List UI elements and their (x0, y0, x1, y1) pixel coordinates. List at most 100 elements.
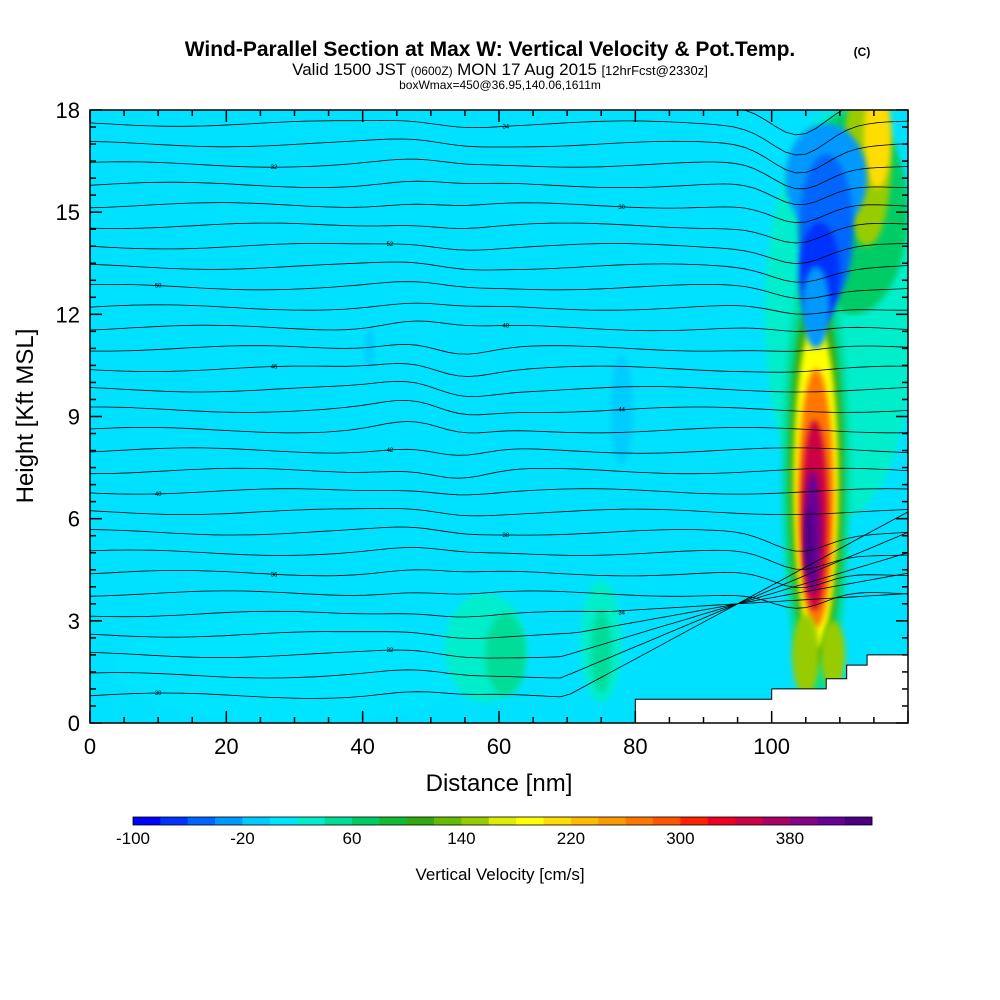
y-tick-label: 0 (68, 711, 80, 736)
colorbar-swatch (625, 817, 654, 825)
w-region (805, 508, 814, 577)
colorbar-swatch (297, 817, 325, 825)
y-tick-label: 3 (68, 609, 80, 634)
colorbar-swatch (434, 817, 462, 825)
theta-contour-label: 52 (387, 242, 394, 248)
colorbar-frame (132, 816, 873, 826)
chart-subtitle: Valid 1500 JST (0600Z) MON 17 Aug 2015 [… (292, 60, 708, 79)
colorbar-swatch (187, 817, 216, 825)
theta-contour-line (742, 110, 844, 136)
colorbar-tick-label: -100 (116, 829, 150, 848)
colorbar-tick-label: 220 (557, 829, 585, 848)
colorbar-label: Vertical Velocity [cm/s] (415, 865, 584, 884)
theta-contour-line (90, 320, 908, 332)
theta-contour-label: 40 (155, 492, 162, 498)
theta-contour-label: 32 (271, 165, 278, 171)
colorbar-swatch (133, 817, 161, 825)
colorbar-swatch (653, 817, 681, 825)
colorbar-swatch (379, 817, 407, 825)
theta-contour-line (90, 569, 908, 588)
w-region (485, 614, 527, 696)
theta-contour-label: 32 (387, 648, 394, 654)
theta-contour-line (90, 363, 908, 377)
colorbar-swatch (762, 817, 791, 825)
colorbar-swatch (570, 817, 599, 825)
y-tick-label: 6 (68, 507, 80, 532)
theta-contour-label: 44 (618, 408, 625, 414)
theta-contour-line (90, 158, 908, 190)
x-tick-label: 100 (753, 734, 790, 759)
theta-contour-line (90, 120, 908, 156)
theta-contour-line (90, 202, 908, 224)
theta-contour-line (90, 447, 908, 456)
colorbar-swatch (543, 817, 572, 825)
theta-contour-line (90, 421, 908, 434)
colorbar-swatch (406, 817, 435, 825)
colorbar: -100 -20 60 140 220 300 380 (116, 816, 873, 848)
colorbar-swatch (598, 817, 626, 825)
theta-contour-line (90, 343, 908, 355)
colorbar-swatch (461, 817, 490, 825)
theta-contour-line (90, 380, 908, 398)
colorbar-swatch (242, 817, 271, 825)
colorbar-swatch (324, 817, 353, 825)
colorbar-swatch (789, 817, 818, 825)
x-axis-label: Distance [nm] (426, 770, 573, 797)
theta-contour-label: 46 (271, 365, 278, 371)
theta-contours: 30 32 34 36 38 40 42 44 46 48 50 52 30 32 34 (90, 110, 908, 699)
x-tick-label: 80 (623, 734, 647, 759)
colorbar-tick-label: 300 (666, 829, 694, 848)
colorbar-swatch (516, 817, 544, 825)
theta-contour-line (90, 261, 908, 283)
w-region (792, 614, 820, 696)
theta-contour-label: 30 (155, 691, 162, 697)
colorbar-tick-label: 60 (343, 829, 362, 848)
theta-contour-line (90, 302, 908, 315)
plot-area: 30 32 34 36 38 40 42 44 46 48 50 52 30 32 34 (90, 110, 908, 723)
theta-contour-line (90, 281, 908, 300)
w-region (364, 327, 375, 369)
theta-contour-line (90, 511, 908, 699)
colorbar-swatch (735, 817, 763, 825)
colorbar-swatch (488, 817, 517, 825)
y-tick-label: 12 (56, 302, 80, 327)
x-tick-label: 20 (214, 734, 238, 759)
colorbar-swatch (269, 817, 298, 825)
y-tick-label: 9 (68, 405, 80, 430)
theta-contour-line (90, 467, 908, 479)
theta-contour-label: 42 (387, 448, 394, 454)
theta-contour-line (90, 507, 908, 517)
colorbar-tick-label: 380 (776, 829, 804, 848)
colorbar-swatch (351, 817, 380, 825)
chart-title: Wind-Parallel Section at Max W: Vertical… (185, 38, 796, 61)
colorbar-swatch (215, 817, 243, 825)
w-region (820, 620, 846, 689)
theta-contour-label: 30 (618, 205, 625, 211)
x-tick-label: 40 (350, 734, 374, 759)
w-region (117, 614, 472, 723)
theta-contour-line (90, 526, 908, 552)
x-tick-label: 60 (487, 734, 511, 759)
theta-contour-line (90, 531, 908, 679)
theta-contour-line (90, 243, 908, 265)
y-tick-label: 15 (56, 200, 80, 225)
colorbar-swatch (680, 817, 709, 825)
theta-contour-line (90, 590, 908, 609)
colorbar-swatch (817, 817, 845, 825)
theta-contour-line (90, 180, 908, 206)
colorbar-swatch (707, 817, 736, 825)
y-axis-label: Height [Kft MSL] (12, 329, 39, 504)
box-info: boxWmax=450@36.95,140.06,1611m (399, 78, 601, 92)
theta-contour-label: 36 (271, 572, 278, 578)
y-tick-label: 18 (56, 98, 80, 123)
colorbar-swatch (844, 817, 873, 825)
x-tick-label: 0 (84, 734, 96, 759)
w-region (591, 610, 612, 693)
theta-contour-line (90, 547, 908, 570)
copyright-mark: (C) (854, 45, 871, 59)
terrain-mask (90, 654, 908, 723)
theta-contour-label: 48 (502, 323, 509, 329)
theta-contour-label: 34 (502, 124, 509, 130)
